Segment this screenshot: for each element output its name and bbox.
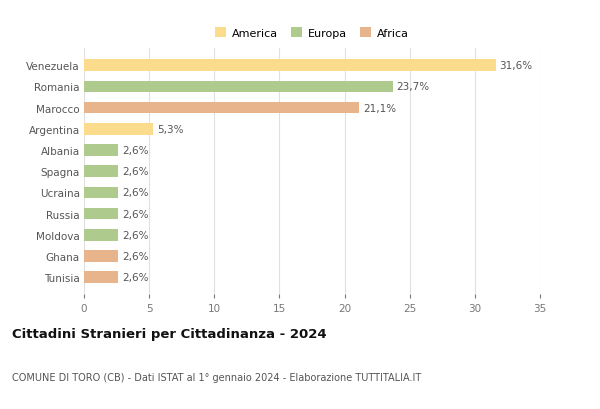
Text: 21,1%: 21,1% bbox=[363, 103, 396, 113]
Bar bbox=[84, 124, 153, 135]
Text: 23,7%: 23,7% bbox=[397, 82, 430, 92]
Bar bbox=[84, 81, 393, 93]
Bar bbox=[84, 208, 118, 220]
Bar bbox=[84, 229, 118, 241]
Text: 2,6%: 2,6% bbox=[122, 188, 148, 198]
Text: 2,6%: 2,6% bbox=[122, 209, 148, 219]
Text: 2,6%: 2,6% bbox=[122, 230, 148, 240]
Bar bbox=[84, 166, 118, 178]
Text: 2,6%: 2,6% bbox=[122, 272, 148, 283]
Bar bbox=[84, 60, 496, 72]
Text: 2,6%: 2,6% bbox=[122, 252, 148, 261]
Text: 2,6%: 2,6% bbox=[122, 146, 148, 155]
Legend: America, Europa, Africa: America, Europa, Africa bbox=[215, 28, 409, 38]
Bar bbox=[84, 251, 118, 262]
Bar bbox=[84, 103, 359, 114]
Text: 5,3%: 5,3% bbox=[157, 124, 184, 135]
Bar bbox=[84, 187, 118, 199]
Text: 2,6%: 2,6% bbox=[122, 167, 148, 177]
Bar bbox=[84, 272, 118, 283]
Text: COMUNE DI TORO (CB) - Dati ISTAT al 1° gennaio 2024 - Elaborazione TUTTITALIA.IT: COMUNE DI TORO (CB) - Dati ISTAT al 1° g… bbox=[12, 372, 421, 382]
Text: 31,6%: 31,6% bbox=[500, 61, 533, 71]
Text: Cittadini Stranieri per Cittadinanza - 2024: Cittadini Stranieri per Cittadinanza - 2… bbox=[12, 328, 326, 340]
Bar bbox=[84, 145, 118, 157]
